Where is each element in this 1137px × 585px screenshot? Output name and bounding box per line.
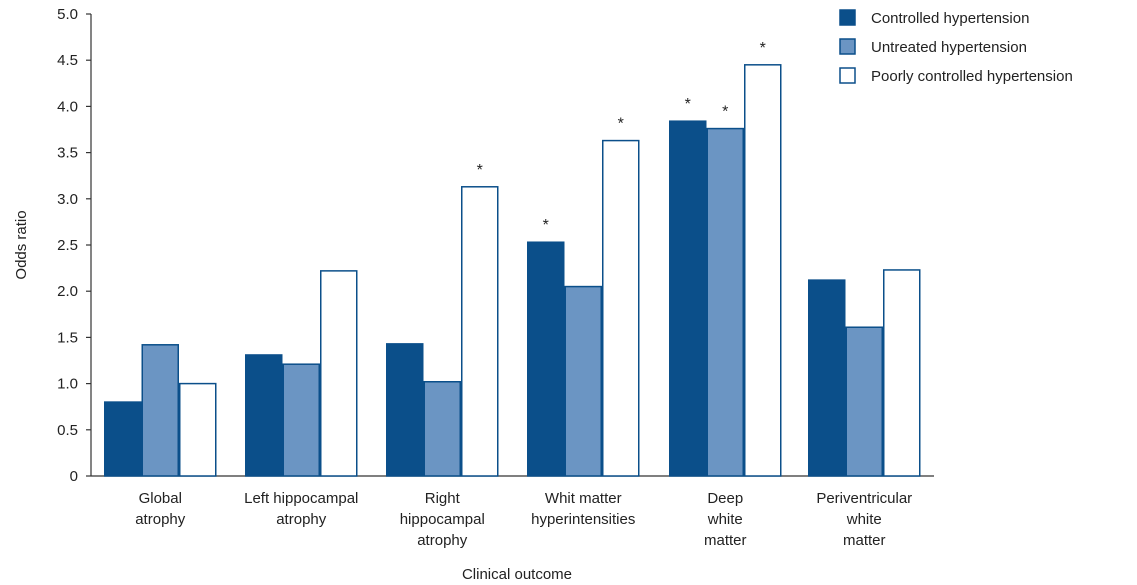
category-label: Periventricular (816, 490, 912, 507)
y-tick-label: 3.5 (57, 145, 78, 162)
y-axis: 0 0.5 1.0 1.5 2.0 2.5 3.0 3.5 4.0 4.5 5.0 (57, 6, 92, 485)
bar-poorly-controlled-hypertension-5 (744, 64, 782, 477)
bar-poorly-controlled-hypertension-2 (320, 270, 358, 477)
bar-poorly-controlled-hypertension-6 (883, 269, 921, 477)
legend: Controlled hypertension Untreated hyperte… (839, 9, 1073, 85)
y-tick-label: 4.5 (57, 52, 78, 69)
category-label: atrophy (135, 511, 186, 528)
legend-swatch (839, 9, 856, 26)
y-tick-label: 0 (70, 468, 78, 485)
category-label: atrophy (417, 532, 468, 549)
y-tick-label: 4.0 (57, 98, 78, 115)
bar-controlled-hypertension-3 (386, 343, 424, 477)
y-tick-label: 3.0 (57, 191, 78, 208)
category-labels: Global atrophy Left hippocampal atrophy Righ… (135, 490, 912, 549)
category-label: Right (425, 490, 461, 507)
category-label: Global (139, 490, 182, 507)
legend-label: Poorly controlled hypertension (871, 68, 1073, 85)
significance-markers: * * * * * * (477, 40, 766, 234)
category-label: Deep (707, 490, 743, 507)
legend-swatch (839, 67, 856, 84)
y-tick-label: 5.0 (57, 6, 78, 23)
significance-star: * (477, 162, 483, 179)
x-axis-title: Clinical outcome (462, 566, 572, 583)
bar-controlled-hypertension-1 (104, 401, 142, 477)
legend-swatch (839, 38, 856, 55)
y-tick-label: 1.0 (57, 376, 78, 393)
category-label: matter (843, 532, 886, 549)
bar-untreated-hypertension-1 (141, 344, 179, 477)
bar-untreated-hypertension-3 (423, 381, 461, 477)
bar-controlled-hypertension-5 (669, 120, 707, 477)
category-label: matter (704, 532, 747, 549)
bar-untreated-hypertension-2 (282, 363, 320, 477)
significance-star: * (722, 104, 728, 121)
legend-label: Untreated hypertension (871, 39, 1027, 56)
bar-controlled-hypertension-4 (527, 241, 565, 477)
category-label: Whit matter (545, 490, 622, 507)
bar-poorly-controlled-hypertension-4 (602, 139, 640, 477)
significance-star: * (618, 116, 624, 133)
bar-poorly-controlled-hypertension-3 (461, 186, 499, 477)
bar-poorly-controlled-hypertension-1 (179, 382, 217, 477)
category-label: white (846, 511, 882, 528)
category-label: hippocampal (400, 511, 485, 528)
category-label: hyperintensities (531, 511, 635, 528)
bar-controlled-hypertension-2 (245, 354, 283, 477)
y-axis-title: Odds ratio (13, 210, 30, 279)
significance-star: * (543, 217, 549, 234)
bar-controlled-hypertension-6 (808, 279, 846, 477)
category-label: Left hippocampal (244, 490, 358, 507)
y-tick-label: 0.5 (57, 422, 78, 439)
bar-series-group (104, 64, 921, 477)
significance-star: * (685, 96, 691, 113)
y-tick-label: 2.0 (57, 283, 78, 300)
significance-star: * (760, 40, 766, 57)
category-label: atrophy (276, 511, 327, 528)
legend-label: Controlled hypertension (871, 10, 1029, 27)
y-tick-label: 1.5 (57, 329, 78, 346)
category-label: white (707, 511, 743, 528)
bar-untreated-hypertension-5 (706, 127, 744, 477)
bar-untreated-hypertension-4 (564, 285, 602, 477)
bar-untreated-hypertension-6 (845, 326, 883, 477)
y-tick-label: 2.5 (57, 237, 78, 254)
